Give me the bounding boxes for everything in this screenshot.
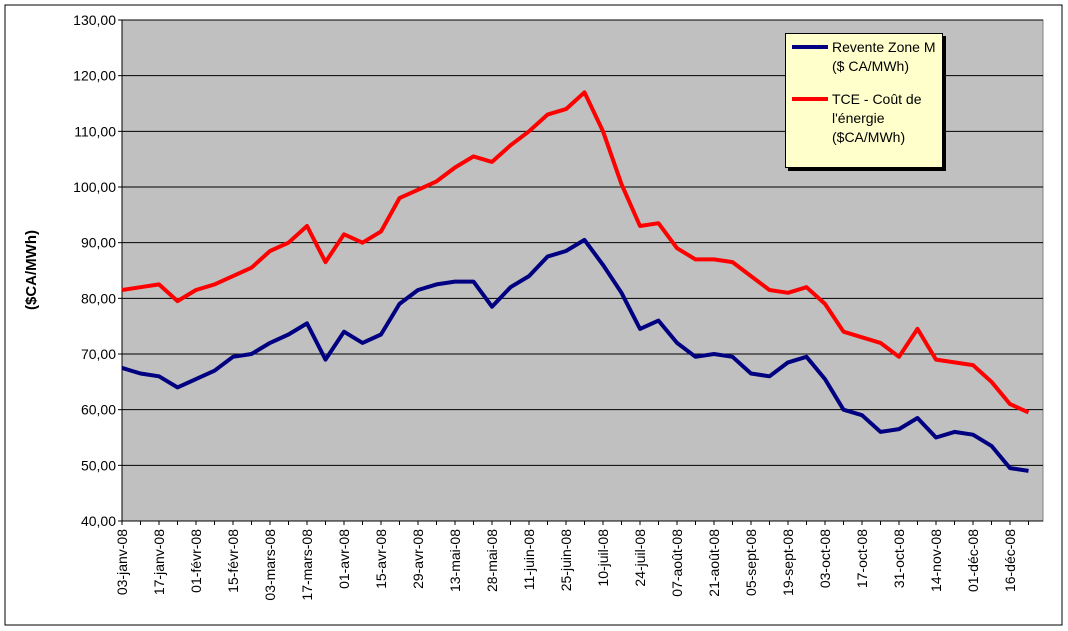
x-tick-label: 07-août-08 bbox=[669, 529, 685, 597]
y-tick-label: 110,00 bbox=[74, 123, 116, 139]
x-tick-label: 21-août-08 bbox=[706, 529, 722, 597]
x-tick-label: 03-oct-08 bbox=[817, 529, 833, 588]
legend-item: TCE - Coût de l'énergie ($CA/MWh) bbox=[792, 90, 936, 147]
x-tick-label: 01-avr-08 bbox=[336, 529, 352, 589]
legend-label: TCE - Coût de l'énergie ($CA/MWh) bbox=[832, 91, 922, 145]
x-tick-label: 16-déc-08 bbox=[1002, 529, 1018, 592]
legend-swatch bbox=[792, 45, 828, 49]
legend: Revente Zone M ($ CA/MWh) TCE - Coût de l… bbox=[785, 33, 943, 168]
x-tick-label: 05-sept-08 bbox=[743, 529, 759, 596]
x-tick-label: 17-janv-08 bbox=[151, 529, 167, 595]
series-line bbox=[121, 90, 1030, 415]
x-tick-label: 03-mars-08 bbox=[262, 529, 278, 601]
x-tick-label: 14-nov-08 bbox=[928, 529, 944, 592]
series-line bbox=[121, 237, 1029, 473]
x-tick-label: 13-mai-08 bbox=[447, 529, 463, 592]
legend-label: Revente Zone M ($ CA/MWh) bbox=[832, 39, 936, 74]
x-tick-label: 24-juil-08 bbox=[632, 529, 648, 587]
y-axis-title: ($CA/MWh) bbox=[23, 230, 40, 310]
x-tick-label: 11-juin-08 bbox=[521, 529, 537, 590]
y-tick-label: 80,00 bbox=[81, 290, 116, 306]
x-tick-label: 03-janv-08 bbox=[114, 529, 130, 595]
x-tick-label: 28-mai-08 bbox=[484, 529, 500, 592]
x-tick-label: 17-oct-08 bbox=[854, 529, 870, 588]
y-tick-label: 130,00 bbox=[73, 12, 116, 28]
y-tick-label: 100,00 bbox=[73, 179, 116, 195]
x-tick-label: 15-avr-08 bbox=[373, 529, 389, 589]
x-tick-label: 31-oct-08 bbox=[891, 529, 907, 588]
x-tick-label: 01-déc-08 bbox=[965, 529, 981, 592]
y-tick-label: 50,00 bbox=[81, 457, 116, 473]
x-tick-label: 25-juin-08 bbox=[558, 529, 574, 591]
y-tick-label: 60,00 bbox=[81, 402, 116, 418]
y-tick-label: 70,00 bbox=[81, 346, 116, 362]
x-tick-label: 17-mars-08 bbox=[299, 529, 315, 601]
x-tick-label: 15-févr-08 bbox=[225, 529, 241, 593]
x-tick-label: 19-sept-08 bbox=[780, 529, 796, 596]
x-tick-label: 01-févr-08 bbox=[188, 529, 204, 593]
x-tick-label: 29-avr-08 bbox=[410, 529, 426, 589]
y-tick-label: 40,00 bbox=[81, 513, 116, 529]
y-tick-label: 120,00 bbox=[73, 68, 116, 84]
legend-swatch bbox=[792, 97, 828, 101]
y-tick-label: 90,00 bbox=[81, 235, 116, 251]
x-tick-label: 10-juil-08 bbox=[595, 529, 611, 587]
legend-item: Revente Zone M ($ CA/MWh) bbox=[792, 38, 936, 76]
